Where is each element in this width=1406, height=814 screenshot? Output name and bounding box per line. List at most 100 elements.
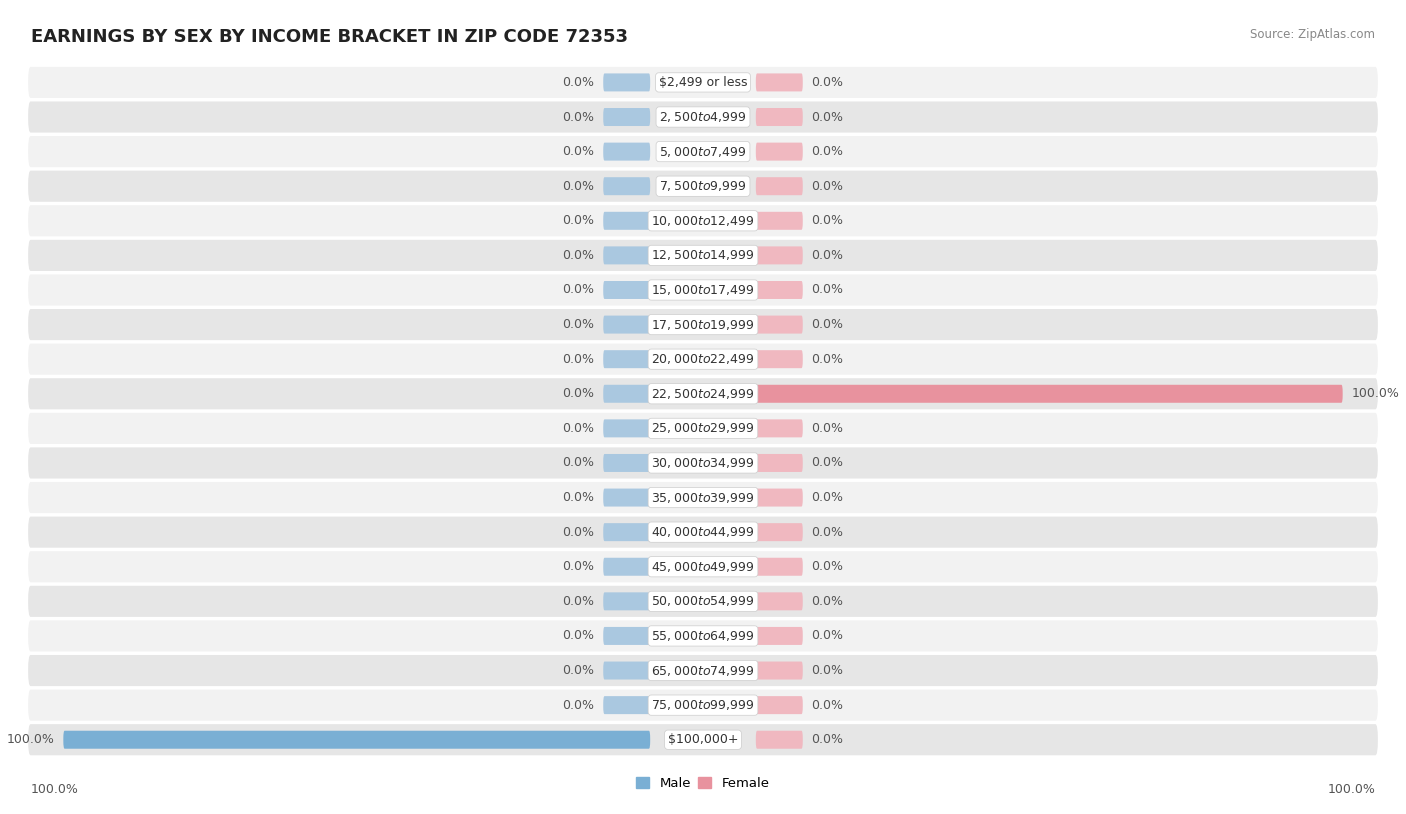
Text: $2,500 to $4,999: $2,500 to $4,999 <box>659 110 747 124</box>
Text: $17,500 to $19,999: $17,500 to $19,999 <box>651 317 755 331</box>
Legend: Male, Female: Male, Female <box>631 772 775 795</box>
FancyBboxPatch shape <box>603 316 650 334</box>
Text: 0.0%: 0.0% <box>811 214 844 227</box>
FancyBboxPatch shape <box>603 281 650 299</box>
FancyBboxPatch shape <box>603 142 650 160</box>
Text: $50,000 to $54,999: $50,000 to $54,999 <box>651 594 755 608</box>
Text: 100.0%: 100.0% <box>1327 783 1375 796</box>
FancyBboxPatch shape <box>756 212 803 230</box>
FancyBboxPatch shape <box>756 142 803 160</box>
Text: $5,000 to $7,499: $5,000 to $7,499 <box>659 145 747 159</box>
Text: 0.0%: 0.0% <box>562 214 595 227</box>
Text: $55,000 to $64,999: $55,000 to $64,999 <box>651 629 755 643</box>
Text: 0.0%: 0.0% <box>562 283 595 296</box>
FancyBboxPatch shape <box>756 350 803 368</box>
FancyBboxPatch shape <box>756 523 803 541</box>
FancyBboxPatch shape <box>756 731 803 749</box>
FancyBboxPatch shape <box>28 482 1378 513</box>
Text: 0.0%: 0.0% <box>811 629 844 642</box>
FancyBboxPatch shape <box>28 205 1378 236</box>
Text: $45,000 to $49,999: $45,000 to $49,999 <box>651 560 755 574</box>
Text: Source: ZipAtlas.com: Source: ZipAtlas.com <box>1250 28 1375 42</box>
Text: 0.0%: 0.0% <box>811 698 844 711</box>
Text: $10,000 to $12,499: $10,000 to $12,499 <box>651 214 755 228</box>
Text: 0.0%: 0.0% <box>811 457 844 470</box>
Text: $20,000 to $22,499: $20,000 to $22,499 <box>651 352 755 366</box>
FancyBboxPatch shape <box>756 177 803 195</box>
Text: 0.0%: 0.0% <box>562 629 595 642</box>
FancyBboxPatch shape <box>28 689 1378 720</box>
Text: 0.0%: 0.0% <box>562 457 595 470</box>
FancyBboxPatch shape <box>28 171 1378 202</box>
FancyBboxPatch shape <box>756 385 1343 403</box>
Text: 0.0%: 0.0% <box>811 145 844 158</box>
Text: 0.0%: 0.0% <box>562 249 595 262</box>
Text: 100.0%: 100.0% <box>1351 387 1399 400</box>
FancyBboxPatch shape <box>603 558 650 575</box>
FancyBboxPatch shape <box>603 523 650 541</box>
FancyBboxPatch shape <box>756 73 803 91</box>
Text: 100.0%: 100.0% <box>31 783 79 796</box>
FancyBboxPatch shape <box>603 350 650 368</box>
Text: 100.0%: 100.0% <box>7 733 55 746</box>
FancyBboxPatch shape <box>28 136 1378 167</box>
Text: 0.0%: 0.0% <box>562 387 595 400</box>
Text: 0.0%: 0.0% <box>811 422 844 435</box>
Text: 0.0%: 0.0% <box>811 491 844 504</box>
FancyBboxPatch shape <box>603 108 650 126</box>
Text: 0.0%: 0.0% <box>811 318 844 331</box>
Text: 0.0%: 0.0% <box>562 560 595 573</box>
FancyBboxPatch shape <box>28 517 1378 548</box>
Text: 0.0%: 0.0% <box>811 595 844 608</box>
Text: 0.0%: 0.0% <box>562 111 595 124</box>
Text: 0.0%: 0.0% <box>562 422 595 435</box>
Text: 0.0%: 0.0% <box>811 664 844 677</box>
FancyBboxPatch shape <box>28 448 1378 479</box>
FancyBboxPatch shape <box>603 385 650 403</box>
FancyBboxPatch shape <box>28 274 1378 305</box>
FancyBboxPatch shape <box>603 212 650 230</box>
Text: 0.0%: 0.0% <box>562 526 595 539</box>
Text: 0.0%: 0.0% <box>811 560 844 573</box>
FancyBboxPatch shape <box>756 627 803 645</box>
FancyBboxPatch shape <box>28 379 1378 409</box>
Text: 0.0%: 0.0% <box>811 283 844 296</box>
Text: 0.0%: 0.0% <box>562 595 595 608</box>
FancyBboxPatch shape <box>603 627 650 645</box>
Text: 0.0%: 0.0% <box>811 526 844 539</box>
Text: $30,000 to $34,999: $30,000 to $34,999 <box>651 456 755 470</box>
Text: 0.0%: 0.0% <box>811 249 844 262</box>
FancyBboxPatch shape <box>603 454 650 472</box>
Text: $22,500 to $24,999: $22,500 to $24,999 <box>651 387 755 400</box>
Text: $7,500 to $9,999: $7,500 to $9,999 <box>659 179 747 193</box>
FancyBboxPatch shape <box>28 586 1378 617</box>
Text: $12,500 to $14,999: $12,500 to $14,999 <box>651 248 755 262</box>
FancyBboxPatch shape <box>603 177 650 195</box>
Text: 0.0%: 0.0% <box>811 352 844 365</box>
Text: 0.0%: 0.0% <box>562 664 595 677</box>
Text: $100,000+: $100,000+ <box>668 733 738 746</box>
Text: $40,000 to $44,999: $40,000 to $44,999 <box>651 525 755 539</box>
FancyBboxPatch shape <box>28 413 1378 444</box>
FancyBboxPatch shape <box>603 73 650 91</box>
Text: $35,000 to $39,999: $35,000 to $39,999 <box>651 491 755 505</box>
FancyBboxPatch shape <box>756 419 803 437</box>
Text: $2,499 or less: $2,499 or less <box>659 76 747 89</box>
FancyBboxPatch shape <box>756 454 803 472</box>
FancyBboxPatch shape <box>603 247 650 265</box>
FancyBboxPatch shape <box>603 488 650 506</box>
Text: EARNINGS BY SEX BY INCOME BRACKET IN ZIP CODE 72353: EARNINGS BY SEX BY INCOME BRACKET IN ZIP… <box>31 28 628 46</box>
Text: 0.0%: 0.0% <box>811 733 844 746</box>
FancyBboxPatch shape <box>756 696 803 714</box>
FancyBboxPatch shape <box>756 316 803 334</box>
FancyBboxPatch shape <box>28 240 1378 271</box>
FancyBboxPatch shape <box>28 655 1378 686</box>
FancyBboxPatch shape <box>28 102 1378 133</box>
Text: $75,000 to $99,999: $75,000 to $99,999 <box>651 698 755 712</box>
FancyBboxPatch shape <box>756 558 803 575</box>
Text: 0.0%: 0.0% <box>811 76 844 89</box>
FancyBboxPatch shape <box>28 344 1378 374</box>
FancyBboxPatch shape <box>756 662 803 680</box>
FancyBboxPatch shape <box>603 662 650 680</box>
FancyBboxPatch shape <box>756 488 803 506</box>
